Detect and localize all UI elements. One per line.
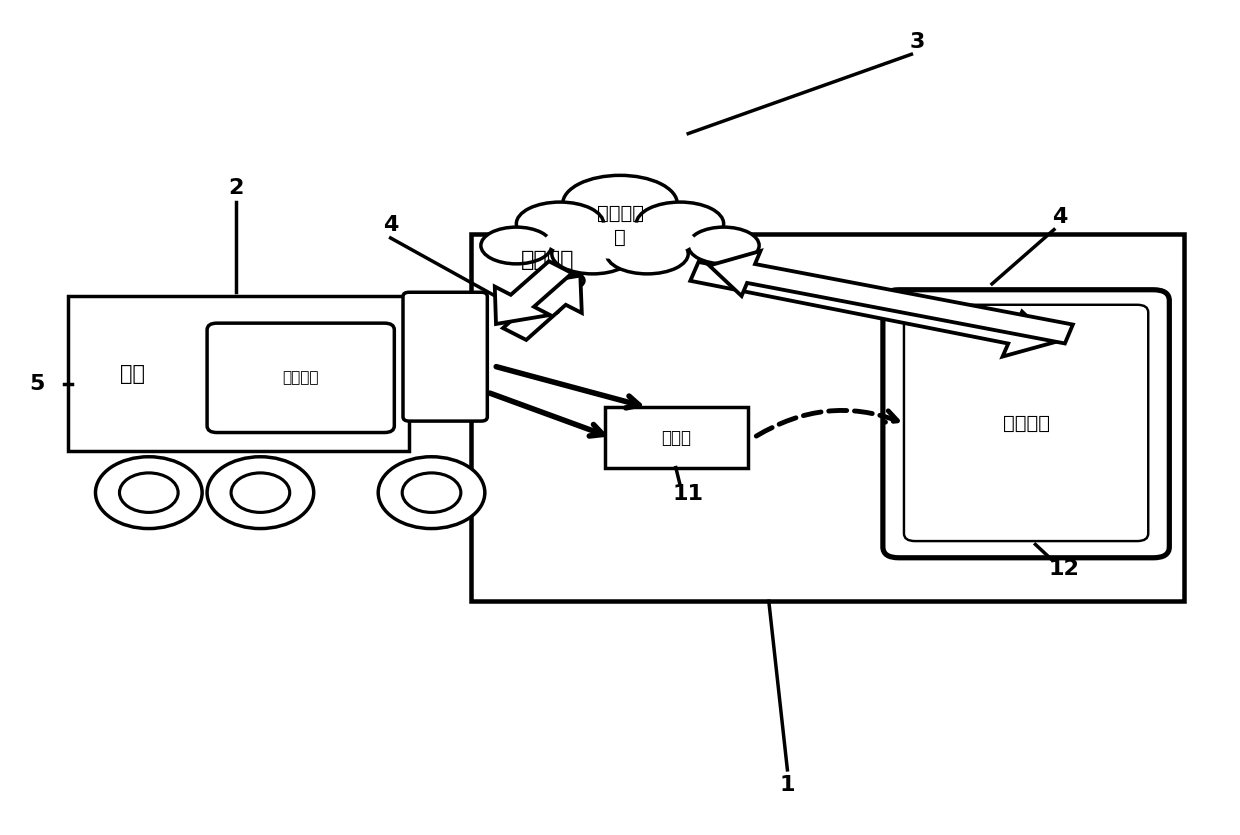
FancyBboxPatch shape — [471, 234, 1184, 601]
Text: 5: 5 — [30, 374, 45, 394]
Ellipse shape — [481, 227, 552, 264]
Text: 4: 4 — [383, 215, 398, 235]
Text: 4: 4 — [1053, 207, 1068, 227]
Text: 跟车设备: 跟车设备 — [283, 371, 319, 385]
Polygon shape — [709, 251, 1073, 343]
Polygon shape — [503, 276, 582, 340]
Circle shape — [231, 473, 290, 513]
FancyBboxPatch shape — [403, 292, 487, 421]
Polygon shape — [495, 261, 572, 324]
Ellipse shape — [563, 175, 677, 232]
Ellipse shape — [636, 202, 724, 245]
Ellipse shape — [552, 234, 634, 274]
Circle shape — [563, 274, 584, 287]
Polygon shape — [691, 262, 1054, 357]
Text: 云端服务
器: 云端服务 器 — [596, 205, 644, 246]
Text: 下位机: 下位机 — [661, 428, 692, 447]
Circle shape — [402, 473, 461, 513]
Text: 1: 1 — [780, 775, 795, 795]
Ellipse shape — [606, 234, 688, 274]
Text: 检测设备: 检测设备 — [521, 250, 574, 271]
Circle shape — [556, 293, 569, 302]
FancyBboxPatch shape — [68, 296, 409, 451]
Circle shape — [551, 308, 558, 313]
Ellipse shape — [688, 227, 759, 264]
Circle shape — [378, 457, 485, 529]
FancyBboxPatch shape — [883, 290, 1169, 558]
Circle shape — [207, 457, 314, 529]
Ellipse shape — [546, 222, 694, 259]
Text: 3: 3 — [910, 32, 925, 52]
Circle shape — [95, 457, 202, 529]
FancyBboxPatch shape — [207, 323, 394, 433]
Circle shape — [119, 473, 179, 513]
FancyBboxPatch shape — [605, 407, 748, 468]
Text: 2: 2 — [228, 178, 243, 198]
Ellipse shape — [516, 202, 604, 245]
Text: 显示设备: 显示设备 — [1003, 414, 1049, 433]
Text: 11: 11 — [672, 484, 704, 504]
Text: 车辆: 车辆 — [120, 364, 145, 383]
Text: 12: 12 — [1049, 559, 1079, 579]
